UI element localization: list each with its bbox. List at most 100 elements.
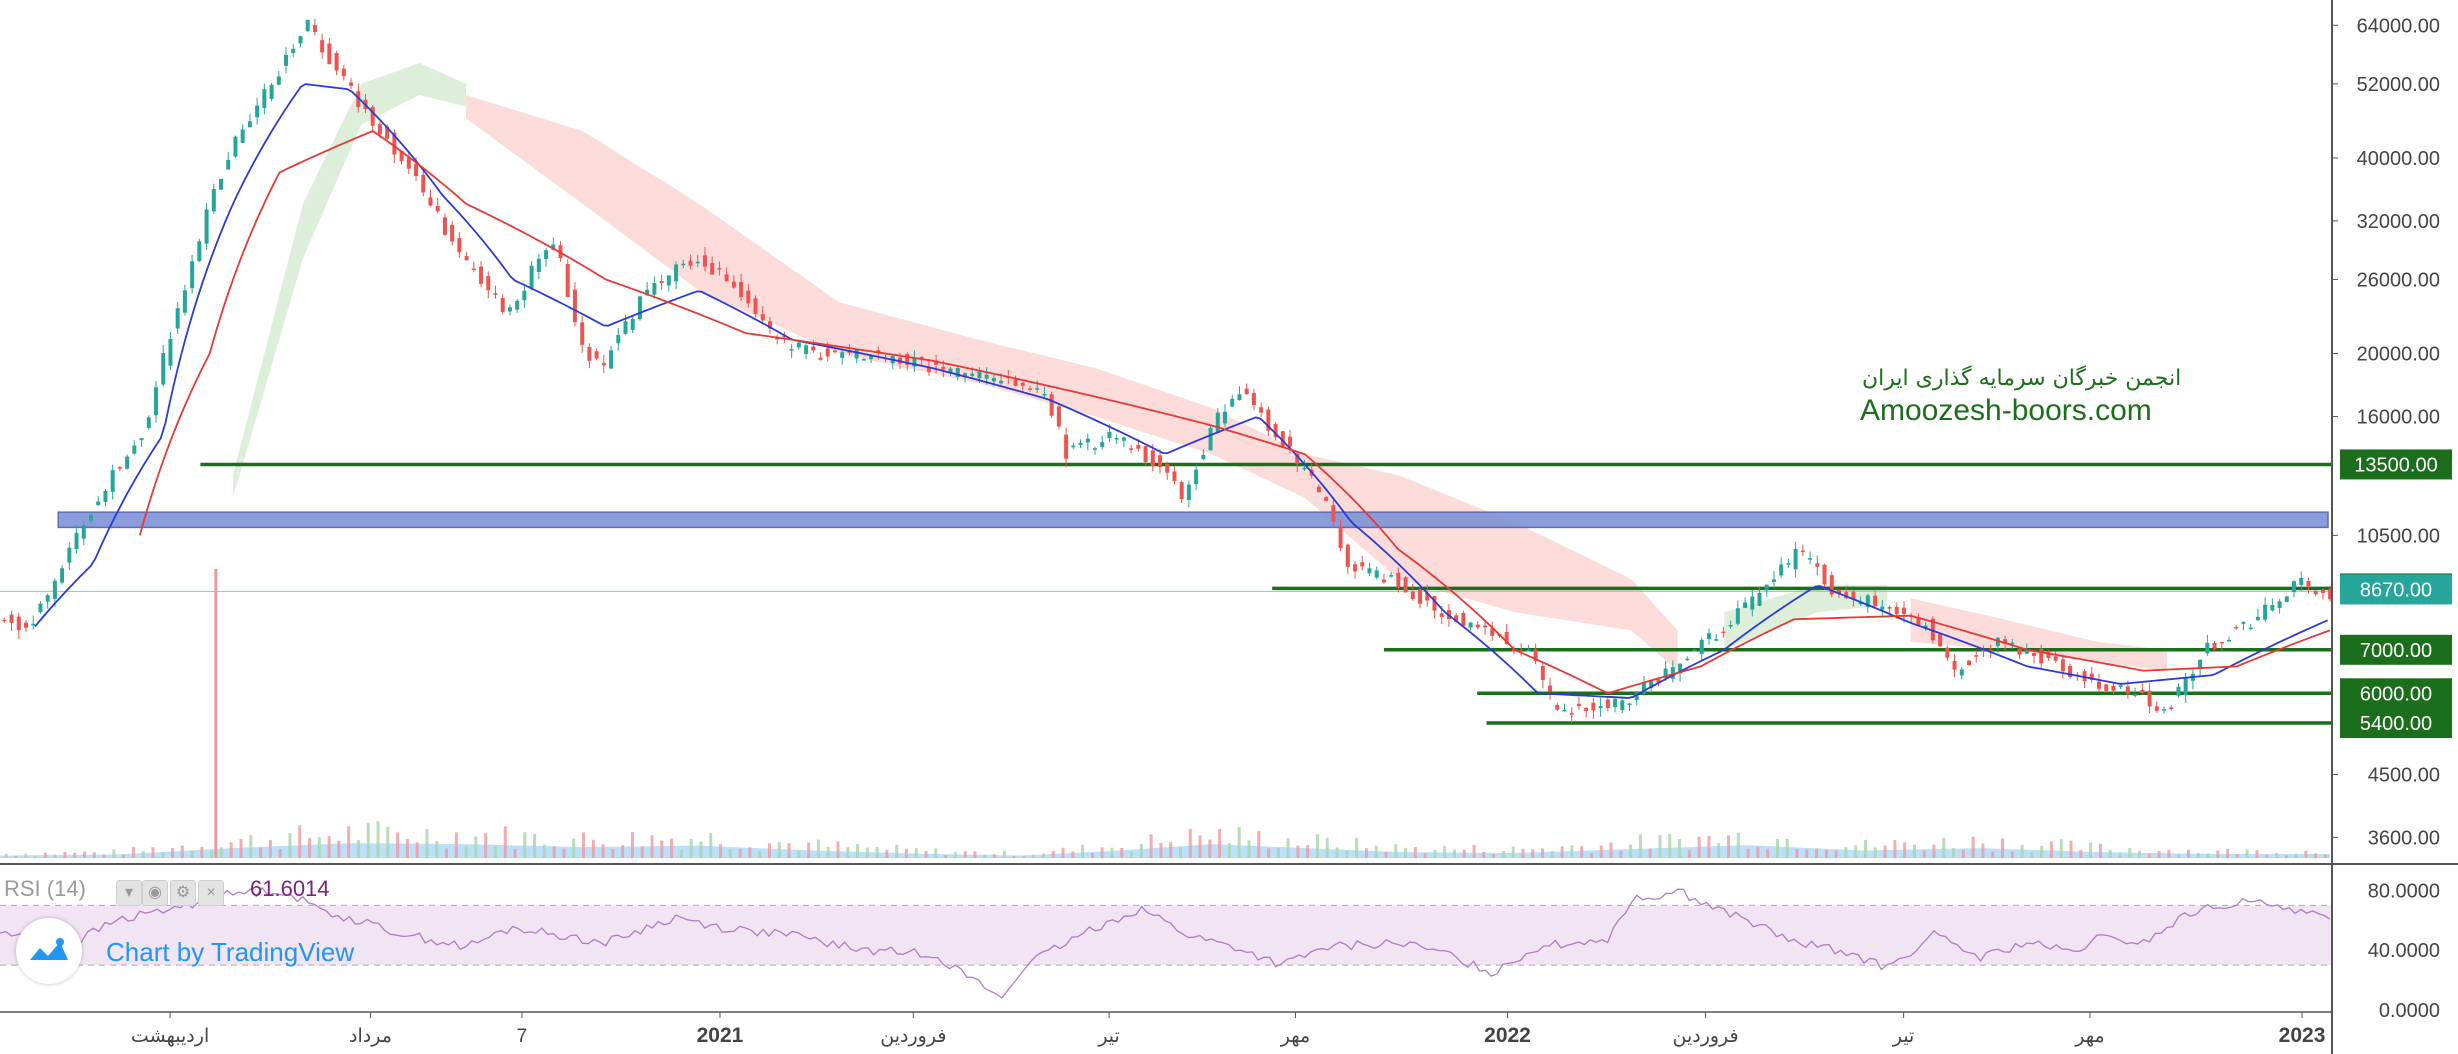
candle-body [421, 174, 426, 193]
volume-bar [630, 832, 634, 858]
candle-body [255, 105, 260, 118]
volume-bar [895, 844, 899, 858]
last-price-tag-bg [2340, 574, 2452, 605]
candle-body [1591, 702, 1596, 711]
volume-bar [2206, 853, 2210, 858]
volume-bar [2049, 841, 2053, 858]
volume-bar [2167, 849, 2171, 858]
close-icon[interactable]: × [198, 880, 224, 906]
volume-bar [816, 839, 820, 858]
volume-bar [924, 851, 928, 858]
candle-body [962, 373, 967, 378]
level-price-tag: 7000.00 [2360, 640, 2432, 662]
volume-bar [2030, 852, 2034, 858]
volume-bar [1100, 847, 1104, 858]
candle-body [587, 346, 592, 361]
x-tick-label: فروردین [1672, 1026, 1738, 1047]
candle-body [262, 89, 267, 109]
volume-bar [366, 822, 370, 858]
volume-bar [1961, 849, 1965, 858]
volume-bar [268, 840, 272, 858]
candle-body [1584, 707, 1589, 712]
candle-body [2125, 686, 2130, 694]
candle-body [811, 346, 816, 351]
candle-body [349, 82, 354, 86]
volume-bar [1296, 845, 1300, 858]
candle-body [630, 318, 635, 330]
candle-body [948, 368, 953, 373]
candle-body [197, 241, 202, 262]
volume-bar [1629, 844, 1633, 858]
candle-body [919, 356, 924, 359]
volume-bar [1306, 845, 1310, 858]
volume-bar [1130, 851, 1134, 858]
volume-bar [1051, 850, 1055, 858]
volume-bar [1550, 850, 1554, 858]
volume-bar [229, 842, 233, 858]
volume-bar [542, 844, 546, 858]
volume-bar [63, 852, 67, 858]
volume-bar [2079, 849, 2083, 858]
candle-body [370, 106, 375, 126]
volume-bar [1267, 848, 1271, 858]
gear-icon[interactable]: ⚙ [170, 880, 196, 906]
candle-body [2255, 616, 2260, 621]
candle-body [934, 360, 939, 365]
candle-body [334, 53, 339, 71]
volume-bar [445, 848, 449, 858]
rsi-layer [0, 886, 2332, 999]
candle-body [1519, 650, 1524, 652]
eye-icon[interactable]: ◉ [142, 880, 168, 906]
candle-body [1288, 436, 1293, 447]
candle-body [1974, 655, 1979, 657]
candles-layer [2, 18, 2333, 724]
level-price-tag: 5400.00 [2360, 713, 2432, 735]
volume-bar [190, 850, 194, 858]
candle-body [1244, 388, 1249, 395]
candle-body [1981, 649, 1986, 652]
volume-bar [122, 854, 126, 858]
volume-bar [1912, 844, 1916, 858]
volume-bar [1012, 856, 1016, 858]
volume-bar [1854, 845, 1858, 858]
volume-bar [219, 847, 223, 858]
candle-body [818, 357, 823, 360]
volume-bar [2284, 855, 2288, 858]
rsi-line [0, 886, 2331, 999]
x-tick-label: 7 [517, 1026, 528, 1047]
volume-bar [1541, 848, 1545, 858]
candle-body [991, 377, 996, 382]
candle-body [168, 339, 173, 366]
volume-bar [1658, 834, 1662, 858]
candle-body [1027, 388, 1032, 390]
volume-bar [1638, 834, 1642, 858]
volume-bar [640, 846, 644, 858]
candle-body [16, 616, 21, 631]
volume-bar [435, 841, 439, 858]
candle-body [442, 217, 447, 235]
rsi-indicator-label[interactable]: RSI (14) [4, 876, 86, 901]
volume-bar [1795, 849, 1799, 858]
chevron-down-icon[interactable]: ▾ [116, 880, 142, 906]
candle-body [1150, 450, 1155, 467]
tradingview-attribution[interactable]: Chart by TradingView [106, 937, 355, 967]
volume-bar [1139, 843, 1143, 858]
volume-bar [1257, 830, 1261, 858]
candle-body [731, 281, 736, 288]
candle-body [1721, 631, 1726, 634]
candle-body [1266, 409, 1271, 431]
volume-bar [454, 832, 458, 858]
candle-body [190, 261, 195, 289]
candle-body [1316, 486, 1321, 493]
tradingview-logo-icon[interactable] [16, 918, 82, 984]
candle-body [1172, 471, 1177, 481]
candle-body [1771, 579, 1776, 582]
candle-body [175, 308, 180, 329]
volume-bar [1188, 828, 1192, 858]
candle-body [2227, 639, 2232, 642]
volume-bar [2010, 851, 2014, 858]
volume-bar [1531, 849, 1535, 858]
volume-bar [1198, 835, 1202, 858]
candle-body [1360, 562, 1365, 567]
volume-bar [650, 835, 654, 858]
